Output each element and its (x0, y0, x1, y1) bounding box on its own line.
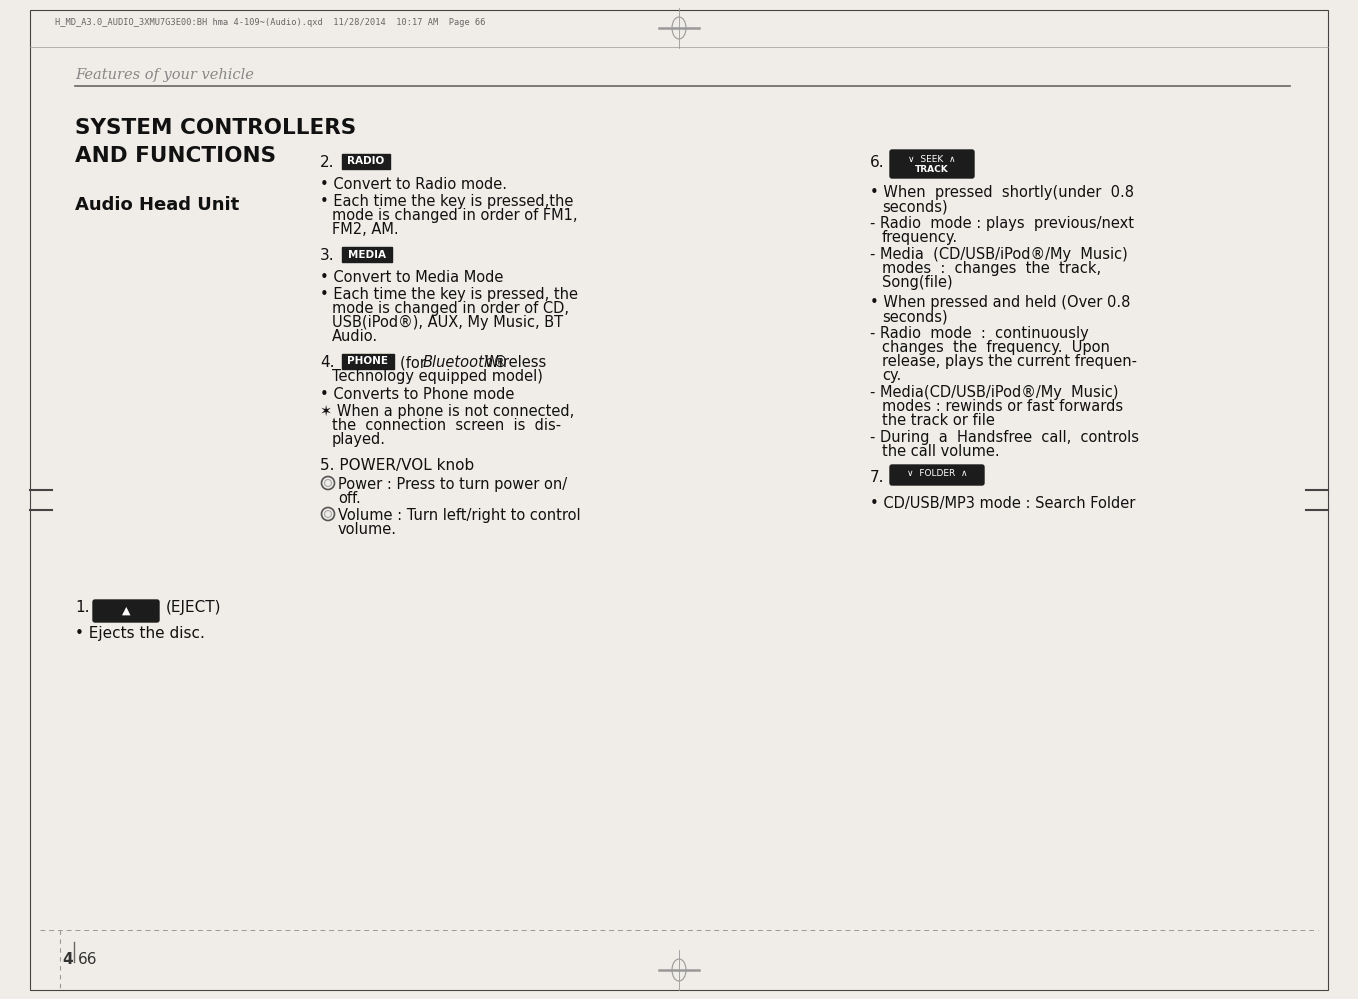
FancyBboxPatch shape (342, 247, 392, 262)
Text: • Convert to Media Mode: • Convert to Media Mode (320, 270, 504, 285)
Text: • Ejects the disc.: • Ejects the disc. (75, 626, 205, 641)
Text: 1.: 1. (75, 600, 90, 615)
Text: mode is changed in order of FM1,: mode is changed in order of FM1, (331, 208, 577, 223)
Text: ∨  FOLDER  ∧: ∨ FOLDER ∧ (907, 470, 967, 479)
Text: mode is changed in order of CD,: mode is changed in order of CD, (331, 301, 569, 316)
Text: H_MD_A3.0_AUDIO_3XMU7G3E00:BH hma 4-109~(Audio).qxd  11/28/2014  10:17 AM  Page : H_MD_A3.0_AUDIO_3XMU7G3E00:BH hma 4-109~… (56, 18, 486, 27)
Text: Song(file): Song(file) (881, 275, 952, 290)
Text: ✶ When a phone is not connected,: ✶ When a phone is not connected, (320, 404, 574, 419)
Text: Audio.: Audio. (331, 329, 378, 344)
Text: frequency.: frequency. (881, 230, 959, 245)
Text: (for: (for (401, 355, 430, 370)
Text: PHONE: PHONE (348, 357, 388, 367)
Text: played.: played. (331, 432, 386, 447)
Text: - Media  (CD/USB/iPod®/My  Music): - Media (CD/USB/iPod®/My Music) (870, 247, 1127, 262)
Text: release, plays the current frequen-: release, plays the current frequen- (881, 354, 1137, 369)
Text: modes : rewinds or fast forwards: modes : rewinds or fast forwards (881, 399, 1123, 414)
Text: off.: off. (338, 491, 361, 506)
Text: • Each time the key is pressed, the: • Each time the key is pressed, the (320, 287, 579, 302)
Text: Wireless: Wireless (479, 355, 546, 370)
Text: FM2, AM.: FM2, AM. (331, 222, 399, 237)
Text: ▲: ▲ (122, 606, 130, 616)
Text: (EJECT): (EJECT) (166, 600, 221, 615)
Text: • When pressed and held (Over 0.8: • When pressed and held (Over 0.8 (870, 295, 1130, 310)
Text: 3.: 3. (320, 248, 334, 263)
Text: RADIO: RADIO (348, 157, 384, 167)
Text: - Media(CD/USB/iPod®/My  Music): - Media(CD/USB/iPod®/My Music) (870, 385, 1119, 400)
Text: Audio Head Unit: Audio Head Unit (75, 196, 239, 214)
Text: Volume : Turn left/right to control: Volume : Turn left/right to control (338, 508, 581, 523)
Text: 5. POWER/VOL knob: 5. POWER/VOL knob (320, 458, 474, 473)
FancyBboxPatch shape (342, 354, 394, 369)
FancyBboxPatch shape (889, 465, 985, 485)
Text: • Convert to Radio mode.: • Convert to Radio mode. (320, 177, 507, 192)
Text: Bluetooth®: Bluetooth® (422, 355, 509, 370)
Text: seconds): seconds) (881, 199, 948, 214)
Text: cy.: cy. (881, 368, 902, 383)
Text: 66: 66 (77, 952, 98, 967)
FancyBboxPatch shape (342, 154, 390, 169)
Text: ∨  SEEK  ∧: ∨ SEEK ∧ (909, 155, 956, 164)
Text: MEDIA: MEDIA (348, 250, 386, 260)
Text: USB(iPod®), AUX, My Music, BT: USB(iPod®), AUX, My Music, BT (331, 315, 564, 330)
Text: 7.: 7. (870, 470, 884, 485)
Text: the track or file: the track or file (881, 413, 995, 428)
Text: 2.: 2. (320, 155, 334, 170)
Text: • Converts to Phone mode: • Converts to Phone mode (320, 387, 515, 402)
Text: • Each time the key is pressed,the: • Each time the key is pressed,the (320, 194, 573, 209)
Text: Features of your vehicle: Features of your vehicle (75, 68, 254, 82)
Text: 6.: 6. (870, 155, 884, 170)
Text: modes  :  changes  the  track,: modes : changes the track, (881, 261, 1101, 276)
Text: - Radio  mode : plays  previous/next: - Radio mode : plays previous/next (870, 216, 1134, 231)
Text: volume.: volume. (338, 522, 397, 537)
Text: AND FUNCTIONS: AND FUNCTIONS (75, 146, 276, 166)
Text: SYSTEM CONTROLLERS: SYSTEM CONTROLLERS (75, 118, 356, 138)
Text: • When  pressed  shortly(under  0.8: • When pressed shortly(under 0.8 (870, 185, 1134, 200)
Text: seconds): seconds) (881, 309, 948, 324)
Text: • CD/USB/MP3 mode : Search Folder: • CD/USB/MP3 mode : Search Folder (870, 496, 1135, 511)
Text: TRACK: TRACK (915, 165, 949, 174)
FancyBboxPatch shape (92, 600, 159, 622)
Text: the  connection  screen  is  dis-: the connection screen is dis- (331, 418, 561, 433)
Text: changes  the  frequency.  Upon: changes the frequency. Upon (881, 340, 1109, 355)
Text: the call volume.: the call volume. (881, 444, 999, 459)
Text: 4.: 4. (320, 355, 334, 370)
Text: 4: 4 (62, 952, 72, 967)
Text: - During  a  Handsfree  call,  controls: - During a Handsfree call, controls (870, 430, 1139, 445)
FancyBboxPatch shape (889, 150, 974, 178)
Text: Power : Press to turn power on/: Power : Press to turn power on/ (338, 477, 568, 492)
Text: - Radio  mode  :  continuously: - Radio mode : continuously (870, 326, 1089, 341)
Text: Technology equipped model): Technology equipped model) (331, 369, 543, 384)
